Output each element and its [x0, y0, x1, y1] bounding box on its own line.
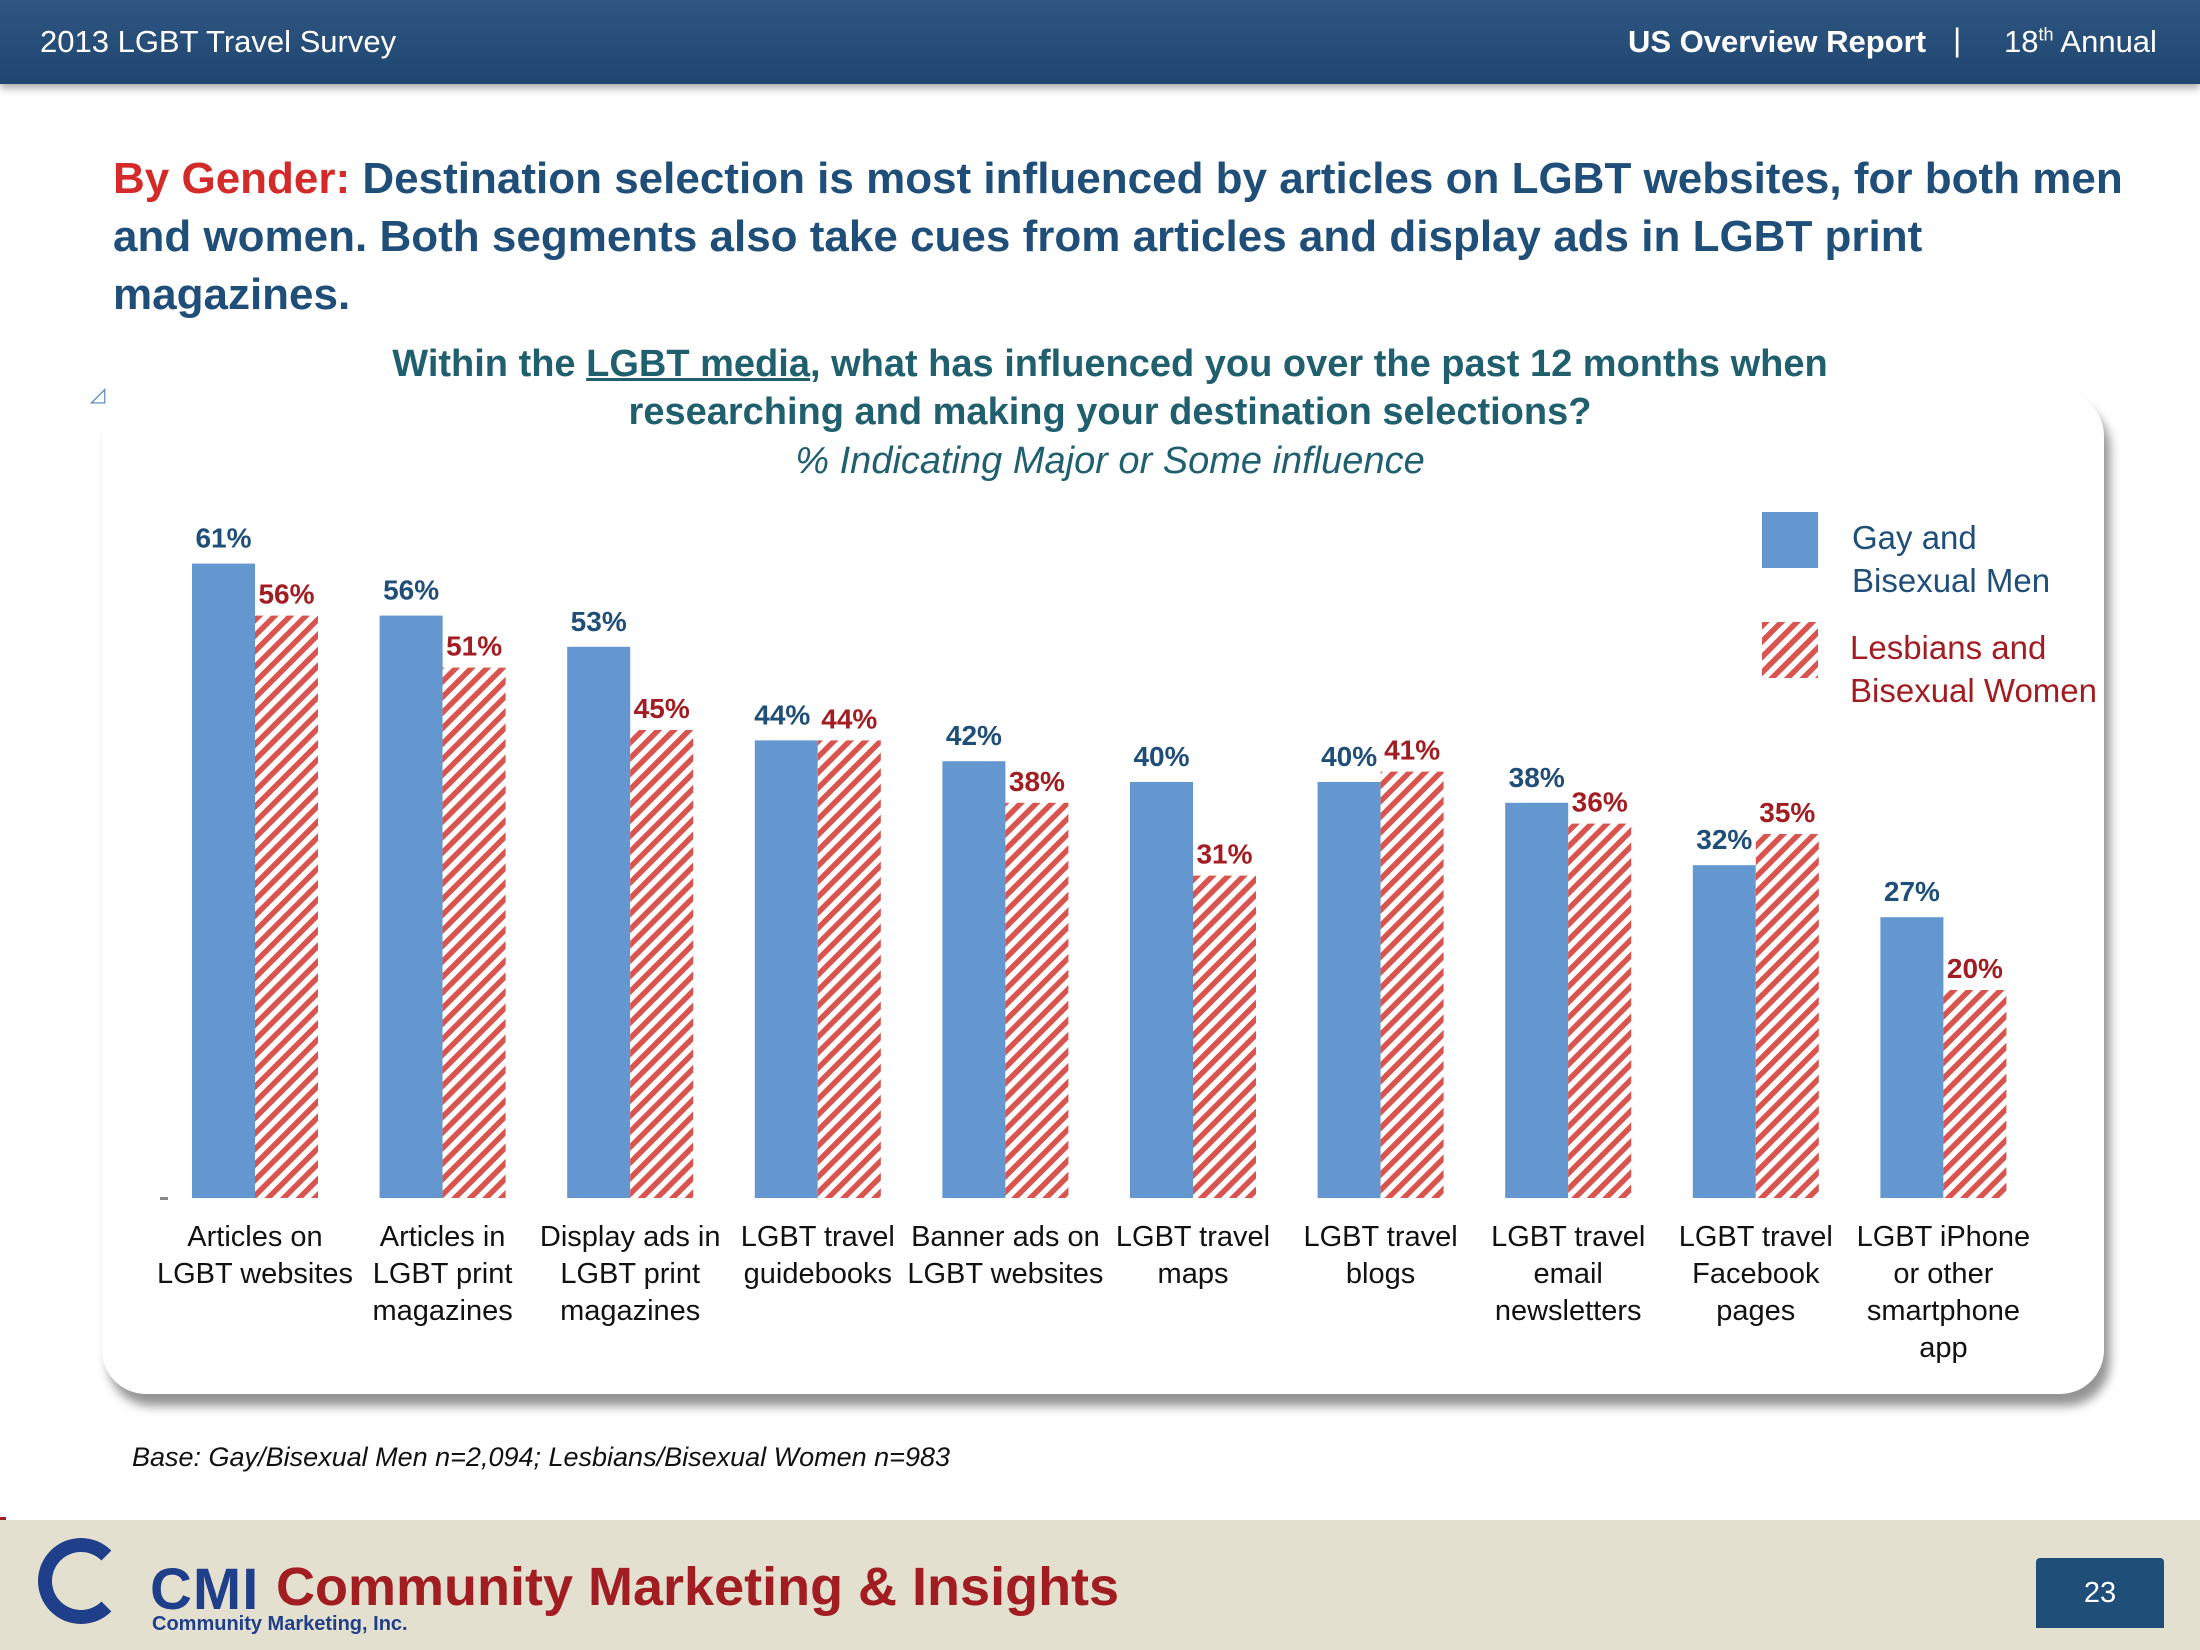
question-pre: Within the [392, 343, 576, 385]
x-axis-label-8: LGBT travel Facebook pages [1678, 1221, 1833, 1327]
header-separator: | [1953, 22, 1962, 58]
logo-company-name: Community Marketing & Insights [276, 1557, 1120, 1617]
annual-suffix: th [2038, 24, 2054, 45]
annual-word: Annual [2060, 24, 2157, 59]
annual-number: 18 [2004, 24, 2039, 59]
question-underlined: LGBT media [586, 343, 810, 385]
survey-title: 2013 LGBT Travel Survey [40, 24, 397, 59]
legend-swatch-women [1762, 622, 1818, 678]
x-axis-label-6: LGBT travel blogs [1303, 1221, 1458, 1290]
footer-bar [0, 1520, 2200, 1650]
legend-label-women: Lesbians and Bisexual Women [1850, 626, 2097, 712]
x-axis-label-7: LGBT travel email newsletters [1491, 1221, 1646, 1327]
x-axis-label-0: Articles on LGBT websites [156, 1221, 354, 1290]
report-title: US Overview Report [1628, 24, 1927, 59]
logo-cmi: CMI [150, 1557, 260, 1622]
legend-men-line2: Bisexual Men [1852, 562, 2051, 599]
x-axis-label-2: Display ads in LGBT print magazines [539, 1221, 721, 1327]
page-number: 23 [2036, 1558, 2164, 1628]
stray-marker: ◿ [90, 384, 106, 406]
x-axis-label-3: LGBT travel guidebooks [740, 1221, 895, 1290]
question-post: , what has influenced you over the past … [628, 343, 1828, 433]
x-axis-label-5: LGBT travel maps [1115, 1221, 1271, 1290]
headline-text: Destination selection is most influenced… [113, 154, 2123, 319]
headline-lead: By Gender: [113, 154, 351, 203]
x-axis-label-9: LGBT iPhone or other smartphone app [1856, 1221, 2031, 1364]
legend-men-line1: Gay and [1852, 519, 1977, 556]
cmi-logo-icon [38, 1538, 124, 1624]
legend-label-men: Gay and Bisexual Men [1852, 516, 2050, 602]
annual-label: 18th Annual [2004, 24, 2157, 60]
x-axis-label-1: Articles in LGBT print magazines [372, 1221, 513, 1327]
base-note: Base: Gay/Bisexual Men n=2,094; Lesbians… [132, 1442, 950, 1472]
logo-subtitle: Community Marketing, Inc. [152, 1613, 408, 1635]
x-axis-label-4: Banner ads on LGBT websites [907, 1221, 1104, 1290]
chart-question: Within the LGBT media, what has influenc… [280, 340, 1940, 436]
slide-headline: By Gender: Destination selection is most… [113, 150, 2133, 324]
legend-women-line2: Bisexual Women [1850, 672, 2098, 709]
legend-women-line1: Lesbians and [1850, 629, 2047, 666]
chart-subtitle: % Indicating Major or Some influence [795, 440, 1425, 482]
top-bar: 2013 LGBT Travel Survey US Overview Repo… [0, 0, 2200, 84]
legend-swatch-men [1762, 512, 1818, 568]
